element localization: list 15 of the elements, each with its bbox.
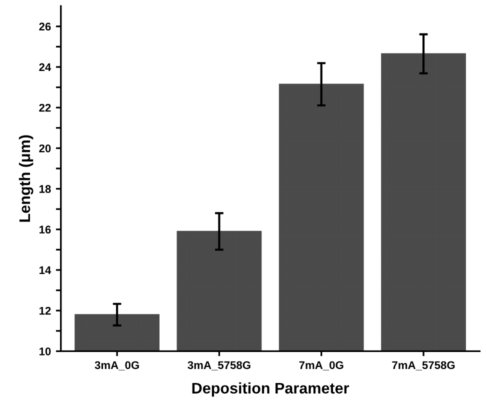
x-tick-label: 3mA_5758G [188,361,250,370]
y-tick-label: 12 [39,306,51,315]
y-tick-label: 14 [39,266,52,274]
y-tick-label: 16 [39,226,51,234]
y-tick-label: 20 [39,144,51,152]
y-tick-label: 26 [39,22,51,31]
y-tick-label: 24 [39,63,52,72]
x-tick-label: 7mA_5758G [392,361,455,370]
y-axis-title: Length (μm) [18,135,34,222]
y-tick-label: 18 [39,185,51,193]
x-axis-title: Deposition Parameter [192,382,350,397]
y-tick-label: 22 [39,104,51,112]
y-tick-label: 10 [39,347,51,356]
x-tick-label: 3mA_0G [94,361,139,370]
x-tick-label: 7mA_0G [299,361,344,370]
